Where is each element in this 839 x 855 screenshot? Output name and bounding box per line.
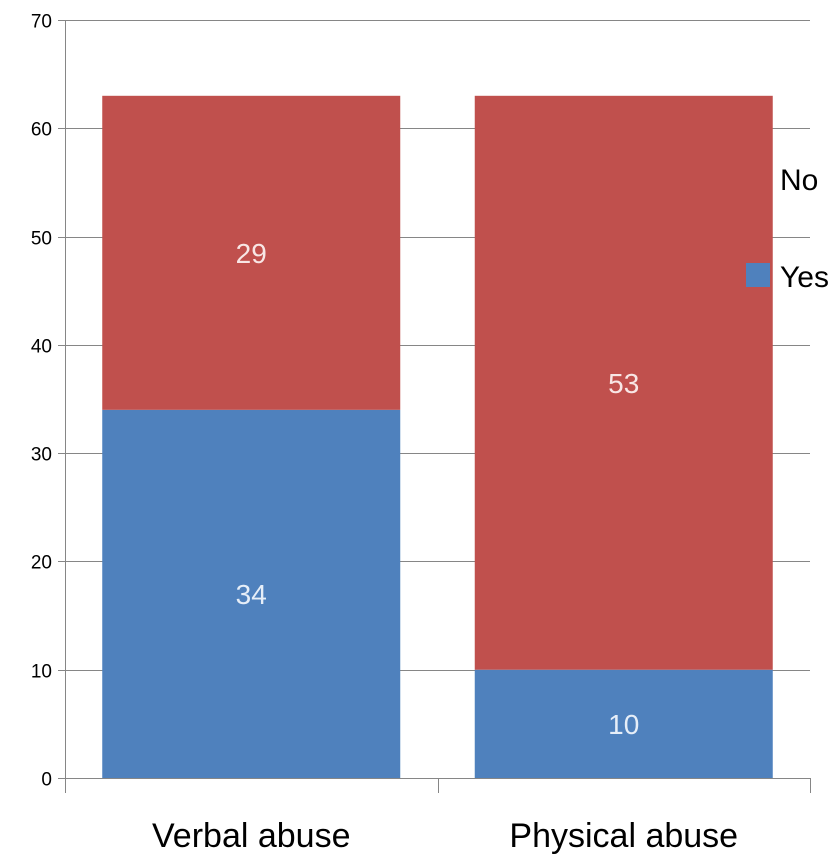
legend: No Yes [746,164,829,294]
axes [58,20,811,793]
data-label: 10 [608,709,639,740]
bar-no-1 [474,95,773,670]
bar-no-0 [102,95,401,410]
data-label: 53 [608,368,639,399]
data-label: 34 [236,579,267,610]
legend-label: No [780,164,818,197]
data-label: 29 [236,238,267,269]
x-category-labels: Verbal abuse Physical abuse [152,817,738,855]
y-tick-label: 0 [41,770,52,791]
y-tick-label: 70 [31,12,52,33]
bar-yes-0 [102,409,401,778]
y-tick-label: 20 [31,553,52,574]
x-category-label: Verbal abuse [152,817,351,855]
x-category-label: Physical abuse [509,817,738,855]
y-tick-label: 10 [31,662,52,683]
data-labels: 34 29 10 53 [236,238,640,740]
legend-label: Yes [780,261,829,294]
bar-yes-1 [474,669,773,778]
bars [102,95,773,778]
y-tick-labels: 0 10 20 30 40 50 60 70 [31,12,52,791]
y-tick-label: 30 [31,445,52,466]
y-tick-label: 40 [31,337,52,358]
legend-swatch-no [746,166,770,190]
y-tick-label: 60 [31,120,52,141]
y-tick-label: 50 [31,229,52,250]
legend-swatch-yes [746,263,770,287]
